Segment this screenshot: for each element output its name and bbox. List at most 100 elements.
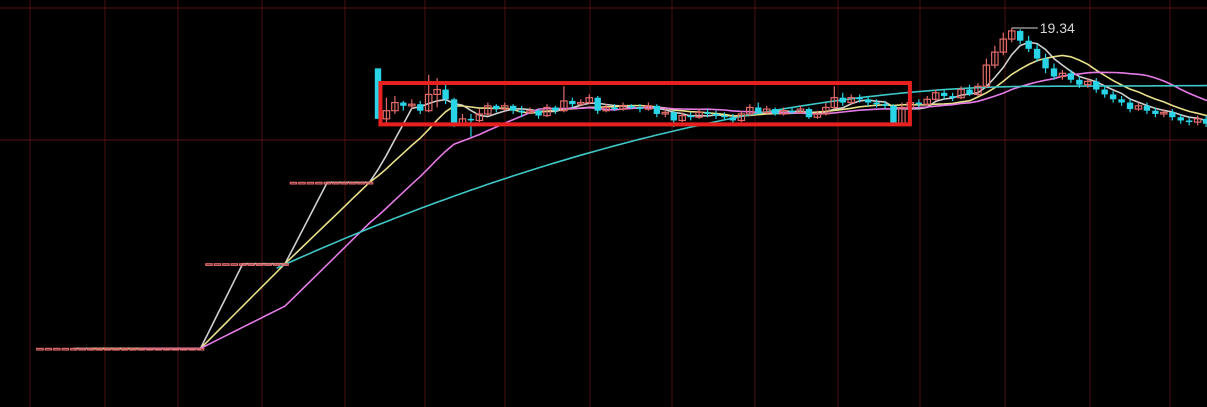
annotations: 19.34 (378, 20, 1075, 127)
candle (112, 347, 120, 351)
candle (120, 347, 129, 351)
candle (1202, 115, 1207, 127)
candle (408, 99, 416, 110)
candle (331, 181, 340, 185)
candle (315, 181, 323, 185)
candle (1169, 109, 1176, 121)
candle (687, 112, 694, 121)
candle (518, 105, 525, 118)
moving-average-lines (73, 41, 1207, 350)
candle (374, 68, 382, 119)
candle (949, 92, 956, 101)
candle (594, 96, 601, 114)
candle (729, 113, 737, 124)
candle (475, 109, 484, 123)
candle (400, 100, 407, 111)
candle (535, 109, 542, 119)
max-price-label: 19.34 (1040, 20, 1075, 36)
candle (1177, 113, 1184, 124)
candle (704, 109, 711, 118)
candle (1160, 109, 1168, 118)
candle (1058, 70, 1067, 80)
candle (576, 99, 585, 106)
candle (484, 102, 492, 116)
candle (1076, 76, 1083, 88)
candle (1050, 63, 1058, 80)
candle (69, 347, 78, 351)
candle (357, 181, 365, 185)
candle (1152, 107, 1159, 118)
candle (636, 104, 644, 113)
candle (982, 58, 991, 88)
candle (137, 347, 146, 351)
candle (619, 102, 627, 111)
candle (61, 347, 70, 351)
candle (898, 102, 906, 126)
candle (745, 104, 754, 116)
candle (146, 347, 154, 351)
candle (129, 347, 137, 351)
candle (188, 347, 196, 351)
candle (1083, 78, 1092, 88)
candle (1126, 99, 1134, 113)
candle (602, 104, 610, 113)
candle (873, 99, 880, 108)
highlight-box (378, 81, 912, 127)
candle (822, 102, 830, 116)
candle (999, 32, 1008, 56)
candle (585, 94, 594, 105)
candle (796, 105, 805, 114)
candle (931, 89, 940, 101)
candle (1067, 70, 1075, 84)
candle (1186, 117, 1193, 126)
candle (391, 96, 399, 114)
candle (196, 347, 205, 351)
candle (991, 45, 999, 69)
candle (281, 263, 289, 266)
candle (830, 86, 839, 110)
candle (162, 347, 171, 351)
candle (323, 181, 332, 185)
candle (247, 263, 256, 266)
candle (78, 347, 87, 351)
candle (923, 96, 932, 106)
candle (382, 97, 391, 124)
candle (653, 104, 661, 118)
candle (493, 104, 500, 113)
candle (500, 102, 509, 111)
candle (230, 263, 239, 266)
candle (526, 107, 534, 114)
candle (543, 104, 551, 118)
ma-line-cyan (276, 84, 1207, 269)
candle (974, 83, 982, 97)
candle (864, 96, 872, 106)
candle (272, 263, 281, 266)
candle (340, 181, 349, 185)
candle (762, 105, 771, 114)
candle (695, 109, 703, 119)
candle (628, 104, 635, 110)
candle (755, 102, 762, 114)
candle (966, 84, 973, 97)
candle (1118, 96, 1125, 106)
candle (442, 84, 449, 105)
candle (417, 100, 424, 114)
candle (813, 110, 822, 119)
candle (1193, 115, 1202, 126)
candle (805, 107, 813, 119)
candle (1143, 102, 1151, 114)
candle (712, 110, 720, 119)
candle (239, 263, 247, 266)
candle (264, 263, 272, 266)
candle (510, 104, 517, 114)
candle (205, 263, 213, 266)
candle (86, 347, 95, 351)
candle (737, 110, 746, 123)
candle (940, 89, 948, 100)
candles (36, 28, 1207, 351)
candle (1025, 35, 1032, 53)
candle (298, 181, 306, 185)
candle (36, 347, 44, 351)
